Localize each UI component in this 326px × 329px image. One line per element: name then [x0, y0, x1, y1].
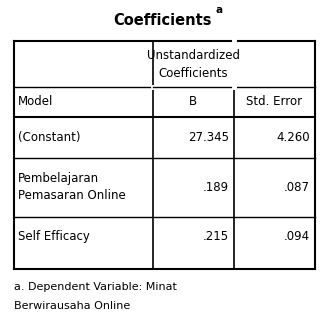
Text: Berwirausaha Online: Berwirausaha Online: [14, 301, 131, 312]
Text: .215: .215: [203, 230, 229, 242]
Text: Coefficients: Coefficients: [114, 13, 212, 28]
Text: B: B: [189, 95, 197, 108]
Text: .094: .094: [284, 230, 310, 242]
Text: .087: .087: [284, 181, 310, 194]
Text: 27.345: 27.345: [188, 131, 229, 143]
Text: Model: Model: [18, 95, 53, 108]
Text: Std. Error: Std. Error: [246, 95, 303, 108]
Text: .189: .189: [203, 181, 229, 194]
Text: Pembelajaran
Pemasaran Online: Pembelajaran Pemasaran Online: [18, 172, 126, 202]
Text: a: a: [216, 5, 223, 15]
Text: a. Dependent Variable: Minat: a. Dependent Variable: Minat: [14, 282, 177, 292]
Text: Unstandardized
Coefficients: Unstandardized Coefficients: [147, 49, 240, 80]
Text: Self Efficacy: Self Efficacy: [18, 230, 90, 242]
Text: (Constant): (Constant): [18, 131, 81, 143]
Text: 4.260: 4.260: [276, 131, 310, 143]
